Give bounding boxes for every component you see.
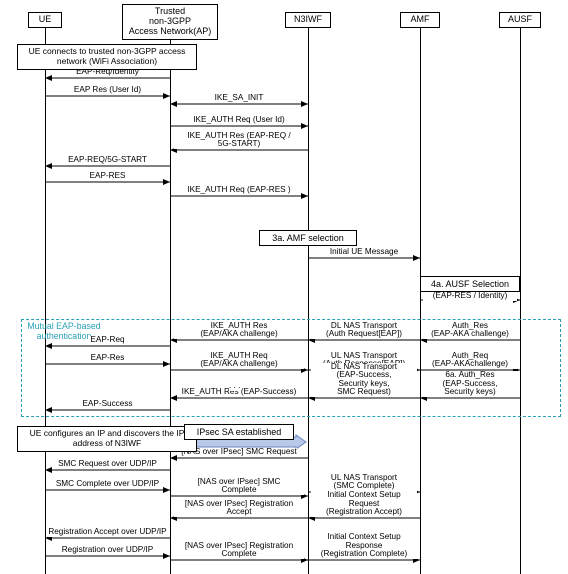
message-label: Auth_Res(EAP-AKA challenge): [423, 322, 517, 339]
message-label: IKE_AUTH Req (User Id): [193, 116, 284, 125]
message-label: EAP-Req/Identity: [76, 68, 139, 77]
actor-n3iwf: N3IWF: [285, 12, 331, 28]
message-label: DL NAS Transport(Auth Request[EAP]): [311, 322, 417, 339]
note-n1: UE connects to trusted non-3GPP accessne…: [17, 44, 197, 70]
message-label: EAP Res (User Id): [74, 86, 141, 95]
message-label: IKE_AUTH Res(EAP/AKA challenge): [174, 322, 304, 339]
lifeline-ausf: [520, 28, 521, 574]
message-label: SMC Request over UDP/IP: [58, 460, 157, 469]
lifeline-ue: [45, 28, 46, 574]
message-label: SMC Complete over UDP/IP: [56, 480, 159, 489]
step-s4a: 4a. AUSF Selection: [420, 276, 520, 292]
message-label: DL NAS Transport(EAP-Success,Security ke…: [311, 363, 417, 397]
ellipsis: . . .: [229, 382, 240, 391]
message-label: IKE_AUTH Req (EAP-RES ): [187, 186, 290, 195]
step-sipsec: IPsec SA established: [184, 424, 294, 440]
lifeline-amf: [420, 28, 421, 574]
message-label: Initial Context SetupResponse(Registrati…: [311, 533, 417, 559]
message-label: [NAS over IPsec] SMCComplete: [174, 478, 304, 495]
actor-ausf: AUSF: [499, 12, 541, 28]
message-label: [NAS over IPsec] RegistrationAccept: [174, 500, 304, 517]
message-label: EAP-Success: [82, 400, 132, 409]
message-label: UL NAS Transport(SMC Complete): [311, 474, 417, 491]
message-label: EAP-Res: [91, 354, 125, 363]
message-label: [NAS over IPsec] RegistrationComplete: [174, 542, 304, 559]
message-label: IKE_AUTH Res (EAP-REQ /5G-START): [174, 132, 304, 149]
actor-ap: Trustednon-3GPPAccess Network(AP): [122, 4, 218, 40]
message-label: Initial UE Message: [330, 248, 398, 257]
message-label: IKE_AUTH Req(EAP/AKA challenge): [174, 352, 304, 369]
message-label: IKE_SA_INIT: [215, 94, 264, 103]
message-label: Auth_Req(EAP-AKAchallenge): [423, 352, 517, 369]
message-label: Initial Context SetupRequest(Registratio…: [311, 491, 417, 517]
note-n2: UE configures an IP and discovers the IP…: [17, 426, 197, 452]
step-s3a: 3a. AMF selection: [259, 230, 357, 246]
message-label: Registration over UDP/IP: [62, 546, 153, 555]
lifeline-n3iwf: [308, 28, 309, 574]
sequence-diagram: UE Trustednon-3GPPAccess Network(AP) N3IWF…: [0, 0, 568, 574]
message-label: Registration Accept over UDP/IP: [48, 528, 166, 537]
message-label: EAP-RES: [90, 172, 126, 181]
message-label: EAP-REQ/5G-START: [68, 156, 147, 165]
lifeline-ap: [170, 38, 171, 574]
message-label: 6a. Auth_Res(EAP-Success,Security keys): [423, 371, 517, 397]
actor-amf: AMF: [400, 12, 440, 28]
message-label: EAP-Req: [90, 336, 124, 345]
message-label: [NAS over IPsec] SMC Request: [181, 448, 297, 457]
actor-ue: UE: [28, 12, 62, 28]
